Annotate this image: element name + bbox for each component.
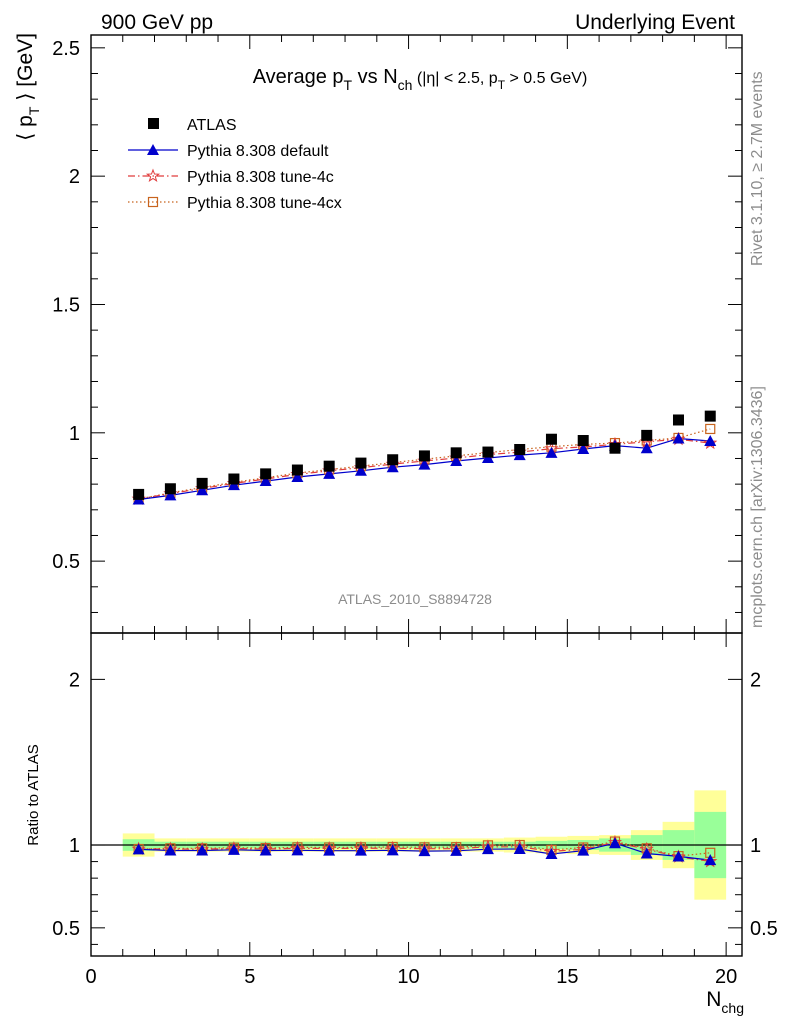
- point-atlas: [641, 429, 653, 441]
- ratio-point-default: [196, 844, 209, 856]
- x-tick-label: 5: [244, 966, 255, 988]
- ratio-point-default: [577, 844, 590, 856]
- ratio-point-default: [672, 850, 685, 862]
- point-atlas: [323, 460, 335, 472]
- ratio-point-default: [704, 854, 717, 866]
- legend-marker-tune4cx: [147, 196, 159, 208]
- point-default: [196, 484, 209, 496]
- point-atlas: [577, 435, 589, 447]
- point-atlas: [355, 457, 367, 469]
- legend-star-shape: [145, 168, 161, 183]
- main-y-axis-label: ⟨ pT ⟩ [GeV]: [14, 33, 42, 141]
- ratio-y-tick-label: 1: [69, 835, 80, 857]
- y-tick-label: 0.5: [52, 551, 80, 573]
- ratio-point-default: [291, 844, 304, 856]
- ratio-point-default: [323, 844, 336, 856]
- ratio-y-tick-label-right: 1: [750, 835, 761, 857]
- point-atlas: [704, 410, 716, 422]
- point-atlas: [609, 442, 621, 454]
- point-atlas: [418, 450, 430, 462]
- x-tick-label: 15: [556, 966, 578, 988]
- ratio-plot-frame: [90, 632, 743, 957]
- ratio-point-default: [418, 845, 431, 857]
- x-tick-label: 10: [397, 966, 419, 988]
- ratio-point-default: [513, 842, 526, 854]
- header-right: Underlying Event: [575, 11, 735, 34]
- legend-label-tune4c: Pythia 8.308 tune-4c: [187, 169, 334, 186]
- point-default: [704, 435, 717, 447]
- point-atlas: [387, 454, 399, 466]
- point-atlas: [545, 433, 557, 445]
- point-default: [450, 455, 463, 467]
- point-atlas: [291, 464, 303, 476]
- ratio-point-default: [227, 843, 240, 855]
- point-atlas: [482, 446, 494, 458]
- y-tick-label: 2: [69, 166, 80, 188]
- point-default: [354, 464, 367, 476]
- main-title: Average pT vs Nch (|η| < 2.5, pT > 0.5 G…: [253, 66, 588, 93]
- rivet-label: Rivet 3.1.10, ≥ 2.7M events: [749, 71, 766, 266]
- ratio-y-tick-label: 2: [69, 669, 80, 691]
- x-tick-label: 0: [85, 966, 96, 988]
- x-axis-label: Nchg: [706, 988, 744, 1016]
- point-atlas: [672, 414, 684, 426]
- point-atlas: [196, 477, 208, 489]
- point-atlas: [260, 468, 272, 480]
- y-tick-label: 1.5: [52, 294, 80, 316]
- point-default: [164, 489, 177, 501]
- point-default: [545, 446, 558, 458]
- legend-label-tune4cx: Pythia 8.308 tune-4cx: [187, 195, 342, 212]
- ratio-point-default: [132, 843, 145, 855]
- y-tick-label: 1: [69, 423, 80, 445]
- ratio-point-default: [386, 844, 399, 856]
- plot-layer: 0 5 10 15 20 0.5 1 1.5 2 2.5 0.5 0.5 1 1 2 2: [52, 34, 778, 988]
- legend-label-default: Pythia 8.308 default: [187, 143, 329, 160]
- point-default: [323, 467, 336, 479]
- ratio-point-default: [354, 844, 367, 856]
- point-atlas: [514, 443, 526, 455]
- legend: ATLAS Pythia 8.308 default Pythia 8.308 …: [128, 117, 342, 212]
- point-tune4cx: [705, 423, 716, 435]
- point-atlas: [133, 488, 145, 500]
- ratio-point-default: [450, 844, 463, 856]
- point-atlas: [164, 483, 176, 495]
- ratio-point-default: [608, 837, 621, 849]
- ratio-point-default: [640, 847, 653, 859]
- point-default: [577, 442, 590, 454]
- point-atlas: [450, 447, 462, 459]
- point-default: [672, 432, 685, 444]
- point-default: [291, 470, 304, 482]
- x-tick-label: 20: [715, 966, 737, 988]
- ratio-y-tick-label-right: 0.5: [750, 918, 778, 940]
- ratio-point-default: [545, 847, 558, 859]
- ratio-y-axis-label: Ratio to ATLAS: [25, 744, 42, 845]
- point-default: [259, 475, 272, 487]
- ratio-point-default: [259, 844, 272, 856]
- point-default: [418, 458, 431, 470]
- point-default: [386, 461, 399, 473]
- header-left: 900 GeV pp: [101, 11, 213, 34]
- point-atlas: [228, 473, 240, 485]
- y-tick-label: 2.5: [52, 38, 80, 60]
- point-default: [227, 479, 240, 491]
- ratio-point-default: [164, 844, 177, 856]
- legend-label-atlas: ATLAS: [187, 117, 237, 134]
- legend-marker-default: [147, 144, 159, 155]
- mcplots-label: mcplots.cern.ch [arXiv:1306.3436]: [749, 386, 766, 628]
- ratio-y-tick-label-right: 2: [750, 669, 761, 691]
- analysis-watermark: ATLAS_2010_S8894728: [338, 591, 492, 607]
- ratio-point-default: [481, 843, 494, 855]
- point-default: [640, 442, 653, 454]
- ratio-y-tick-label: 0.5: [52, 918, 80, 940]
- legend-marker-tune4c: [145, 168, 161, 183]
- legend-marker-atlas: [148, 118, 159, 129]
